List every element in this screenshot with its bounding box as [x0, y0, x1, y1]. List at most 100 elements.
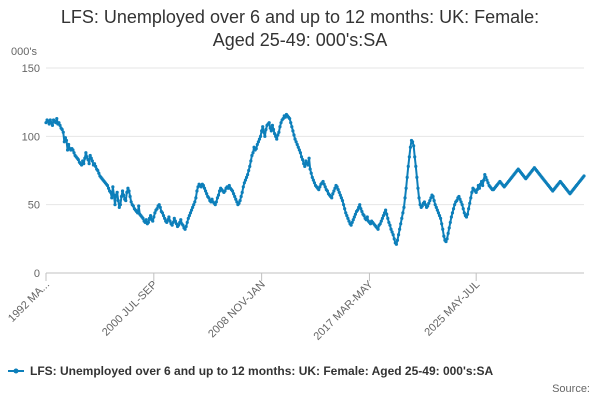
data-point[interactable] [118, 203, 122, 207]
data-point[interactable] [350, 220, 354, 225]
data-point[interactable] [449, 215, 453, 219]
data-point[interactable] [291, 129, 295, 133]
data-point[interactable] [318, 185, 322, 189]
data-point[interactable] [137, 204, 141, 208]
data-point[interactable] [81, 159, 85, 163]
data-point[interactable] [129, 200, 133, 204]
data-point[interactable] [258, 134, 263, 138]
data-point[interactable] [403, 196, 407, 200]
data-point[interactable] [167, 215, 171, 219]
data-point[interactable] [191, 205, 195, 209]
data-point[interactable] [389, 227, 393, 231]
data-point[interactable] [57, 121, 61, 125]
data-point[interactable] [63, 136, 68, 140]
data-point[interactable] [402, 205, 406, 209]
data-point[interactable] [347, 219, 351, 223]
data-point[interactable] [306, 163, 310, 167]
data-point[interactable] [331, 192, 335, 196]
data-point[interactable] [172, 216, 176, 220]
data-point[interactable] [58, 123, 62, 127]
data-point[interactable] [400, 216, 404, 220]
data-point[interactable] [233, 194, 237, 199]
data-point[interactable] [412, 144, 416, 148]
data-point[interactable] [337, 190, 341, 194]
data-point[interactable] [161, 214, 166, 218]
data-point[interactable] [401, 211, 405, 215]
data-point[interactable] [124, 198, 128, 203]
data-point[interactable] [254, 147, 258, 151]
data-point[interactable] [482, 178, 486, 182]
data-point[interactable] [249, 159, 253, 163]
data-point[interactable] [384, 208, 388, 212]
data-point[interactable] [49, 121, 53, 125]
data-point[interactable] [381, 214, 386, 218]
data-point[interactable] [311, 178, 315, 182]
data-point[interactable] [114, 193, 118, 197]
data-point[interactable] [194, 196, 198, 200]
data-point[interactable] [450, 211, 455, 215]
data-point[interactable] [380, 216, 384, 220]
data-point[interactable] [340, 198, 345, 203]
data-point[interactable] [349, 223, 353, 227]
data-point[interactable] [64, 138, 69, 143]
data-point[interactable] [408, 145, 413, 149]
data-point[interactable] [183, 227, 187, 231]
data-point[interactable] [406, 164, 410, 168]
data-point[interactable] [210, 197, 214, 201]
data-point[interactable] [464, 215, 469, 219]
data-point[interactable] [179, 218, 183, 222]
data-point[interactable] [467, 207, 471, 211]
data-point[interactable] [345, 214, 349, 218]
data-point[interactable] [223, 189, 227, 193]
data-point[interactable] [296, 145, 300, 149]
data-point[interactable] [437, 214, 442, 218]
data-point[interactable] [386, 216, 390, 220]
data-point[interactable] [317, 188, 321, 192]
data-point[interactable] [355, 208, 360, 212]
data-point[interactable] [187, 214, 191, 218]
data-point[interactable] [72, 151, 76, 155]
data-point[interactable] [459, 200, 463, 204]
data-point[interactable] [195, 189, 199, 193]
data-point[interactable] [426, 204, 430, 208]
data-point[interactable] [230, 189, 235, 193]
data-point[interactable] [322, 182, 326, 186]
data-point[interactable] [310, 175, 314, 179]
data-point[interactable] [344, 211, 348, 215]
data-point[interactable] [431, 194, 435, 199]
data-point[interactable] [214, 200, 218, 204]
data-point[interactable] [84, 151, 88, 155]
data-point[interactable] [153, 211, 157, 215]
data-point[interactable] [351, 218, 355, 222]
data-point[interactable] [297, 148, 301, 152]
data-point[interactable] [270, 123, 275, 127]
data-point[interactable] [97, 171, 101, 175]
data-point[interactable] [127, 189, 131, 193]
data-point[interactable] [483, 173, 487, 177]
data-point[interactable] [417, 196, 421, 200]
data-point[interactable] [276, 133, 280, 137]
data-point[interactable] [48, 118, 52, 122]
data-point[interactable] [453, 203, 457, 207]
data-point[interactable] [451, 207, 456, 211]
data-point[interactable] [234, 197, 238, 201]
data-point[interactable] [336, 188, 340, 192]
data-point[interactable] [413, 155, 417, 159]
data-point[interactable] [387, 220, 391, 225]
data-point[interactable] [323, 185, 327, 189]
data-point[interactable] [457, 194, 461, 199]
data-point[interactable] [298, 151, 303, 155]
data-point[interactable] [186, 216, 190, 220]
data-point[interactable] [160, 211, 165, 215]
data-point[interactable] [87, 162, 91, 166]
data-point[interactable] [302, 162, 306, 166]
data-point[interactable] [240, 190, 244, 194]
data-point[interactable] [440, 222, 444, 226]
data-point[interactable] [469, 196, 473, 200]
data-point[interactable] [189, 208, 194, 212]
legend-label[interactable]: LFS: Unemployed over 6 and up to 12 mont… [30, 364, 494, 378]
data-point[interactable] [395, 238, 400, 242]
data-point[interactable] [155, 207, 159, 211]
data-point[interactable] [60, 127, 64, 132]
data-point[interactable] [94, 164, 98, 168]
